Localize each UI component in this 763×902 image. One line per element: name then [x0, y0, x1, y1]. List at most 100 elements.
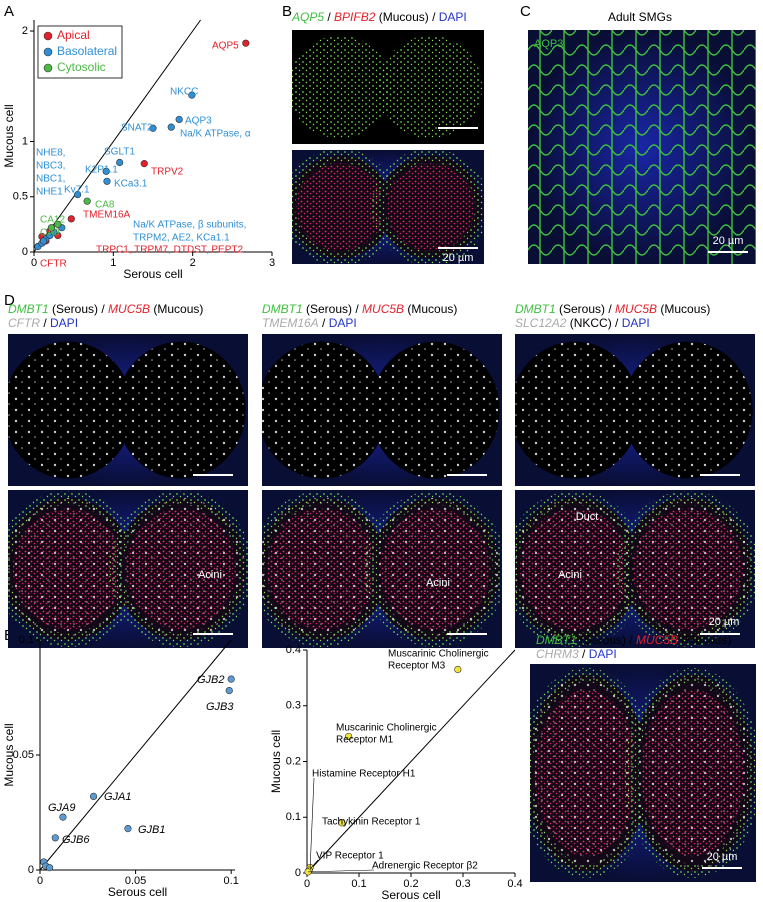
x-tick-label: 0.05	[125, 875, 146, 887]
probe	[631, 674, 754, 872]
y-tick-label: 0.1	[19, 634, 34, 646]
point	[47, 224, 56, 232]
panel-label: D	[4, 292, 15, 309]
x-tick-label: 2	[190, 257, 196, 269]
caption-part: /	[579, 647, 589, 661]
x-tick-label: 0	[37, 875, 43, 887]
caption-part: MUC5B	[362, 302, 404, 316]
micrograph-content	[262, 334, 502, 486]
annotation: SGLT1	[104, 147, 135, 158]
probe	[116, 497, 246, 641]
annotation: NKCC	[170, 87, 198, 98]
probe	[8, 497, 133, 641]
micrograph-content	[292, 150, 484, 264]
x-axis-label: Serous cell	[108, 885, 167, 899]
x-tick-label: 0.1	[224, 875, 239, 887]
y-tick-label: 2	[22, 25, 28, 37]
annotation: NBC3,	[36, 161, 65, 172]
point	[59, 813, 67, 821]
caption-part: (Serous) /	[556, 302, 615, 316]
image-title: Adult SMGs	[608, 10, 672, 24]
micrograph-content	[292, 35, 483, 139]
caption-part: DAPI	[589, 647, 617, 661]
image-caption: SLC12A2 (NKCC) / DAPI	[515, 316, 650, 330]
leader-line	[308, 859, 319, 871]
annotation: SNAT2	[121, 123, 153, 134]
caption-part: DMBT1	[515, 302, 556, 316]
scale-bar-label: 20 µm	[443, 252, 474, 264]
point	[175, 115, 183, 124]
annotation: TRPC1, TRPM7, DTDST, PEPT2	[96, 245, 244, 256]
panel-label: C	[520, 3, 531, 20]
image-caption: DMBT1 (Serous) / MUC5B (Mucous)	[536, 633, 731, 647]
micrograph-content	[530, 664, 756, 882]
caption-part: (Mucous)	[678, 633, 731, 647]
legend-marker	[43, 63, 53, 73]
caption-part: DMBT1	[536, 633, 577, 647]
caption-part: CFTR	[8, 316, 40, 330]
identity-line	[39, 639, 232, 871]
aqp3	[528, 30, 756, 264]
micrograph-content	[515, 490, 755, 648]
point	[167, 123, 175, 131]
image-caption: DMBT1 (Serous) / MUC5B (Mucous)	[262, 302, 457, 316]
acinus	[378, 35, 483, 139]
annotation: CFTR	[40, 259, 67, 270]
point	[454, 665, 462, 674]
x-tick-label: 3	[269, 257, 275, 269]
point	[89, 792, 98, 801]
point	[338, 819, 346, 827]
legend-label: Apical	[57, 28, 90, 42]
y-tick-label: 0.4	[286, 644, 301, 656]
point	[51, 834, 59, 842]
caption-part: DMBT1	[8, 302, 49, 316]
point-label: GJB6	[62, 834, 90, 846]
point	[39, 237, 48, 245]
point-label: Receptor M3	[388, 661, 446, 672]
point-label: Receptor M1	[336, 735, 394, 746]
leader-line	[309, 777, 315, 868]
panel-label: A	[4, 3, 14, 20]
caption-part: (NKCC) /	[566, 316, 621, 330]
y-tick-label: 0.1	[286, 811, 301, 823]
point-label: Adrenergic Receptor β2	[372, 861, 478, 872]
point	[227, 675, 235, 683]
point	[188, 91, 196, 99]
probe	[262, 341, 387, 479]
mucous	[295, 163, 385, 251]
annotation: NHE8,	[36, 148, 65, 159]
y-axis-label: Mucous cell	[2, 104, 16, 167]
acinus	[292, 35, 392, 139]
y-tick-label: 0	[28, 864, 34, 876]
y-tick-label: 0	[22, 246, 28, 258]
caption-part: (Mucous) /	[375, 10, 438, 24]
probe	[623, 341, 753, 479]
serous	[371, 150, 484, 264]
point-label: Muscarinic Cholinergic	[336, 723, 437, 734]
caption-part: DAPI	[50, 316, 78, 330]
y-axis-label: Mucous cell	[2, 723, 16, 786]
micrograph-content	[515, 334, 755, 486]
annotation: K2P1.1	[85, 165, 118, 176]
leader-line	[308, 869, 375, 873]
caption-part: AQP5	[291, 10, 324, 24]
point	[140, 160, 148, 168]
y-tick-label: 0.3	[286, 700, 301, 712]
region-label: Acini	[558, 569, 582, 581]
point	[45, 864, 54, 872]
caption-part: (Mucous)	[404, 302, 457, 316]
legend-marker	[43, 47, 53, 57]
point-label: Muscarinic Cholinergic	[388, 649, 489, 660]
image-caption: AQP5 / BPIFB2 (Mucous) / DAPI	[291, 10, 467, 24]
y-axis-label: Mucous cell	[269, 730, 283, 793]
annotation: Na/K ATPase, α	[180, 129, 251, 140]
y-tick-label: 0.5	[13, 191, 28, 203]
annotation: NHE1	[36, 187, 63, 198]
point-label: GJB3	[206, 701, 234, 713]
legend-label: Cytosolic	[57, 60, 106, 74]
annotation: CA9	[40, 228, 60, 239]
micrograph-content	[528, 30, 756, 264]
image-caption: CFTR / DAPI	[8, 316, 78, 330]
legend-label: Basolateral	[57, 44, 117, 58]
caption-part: (Serous) /	[49, 302, 108, 316]
